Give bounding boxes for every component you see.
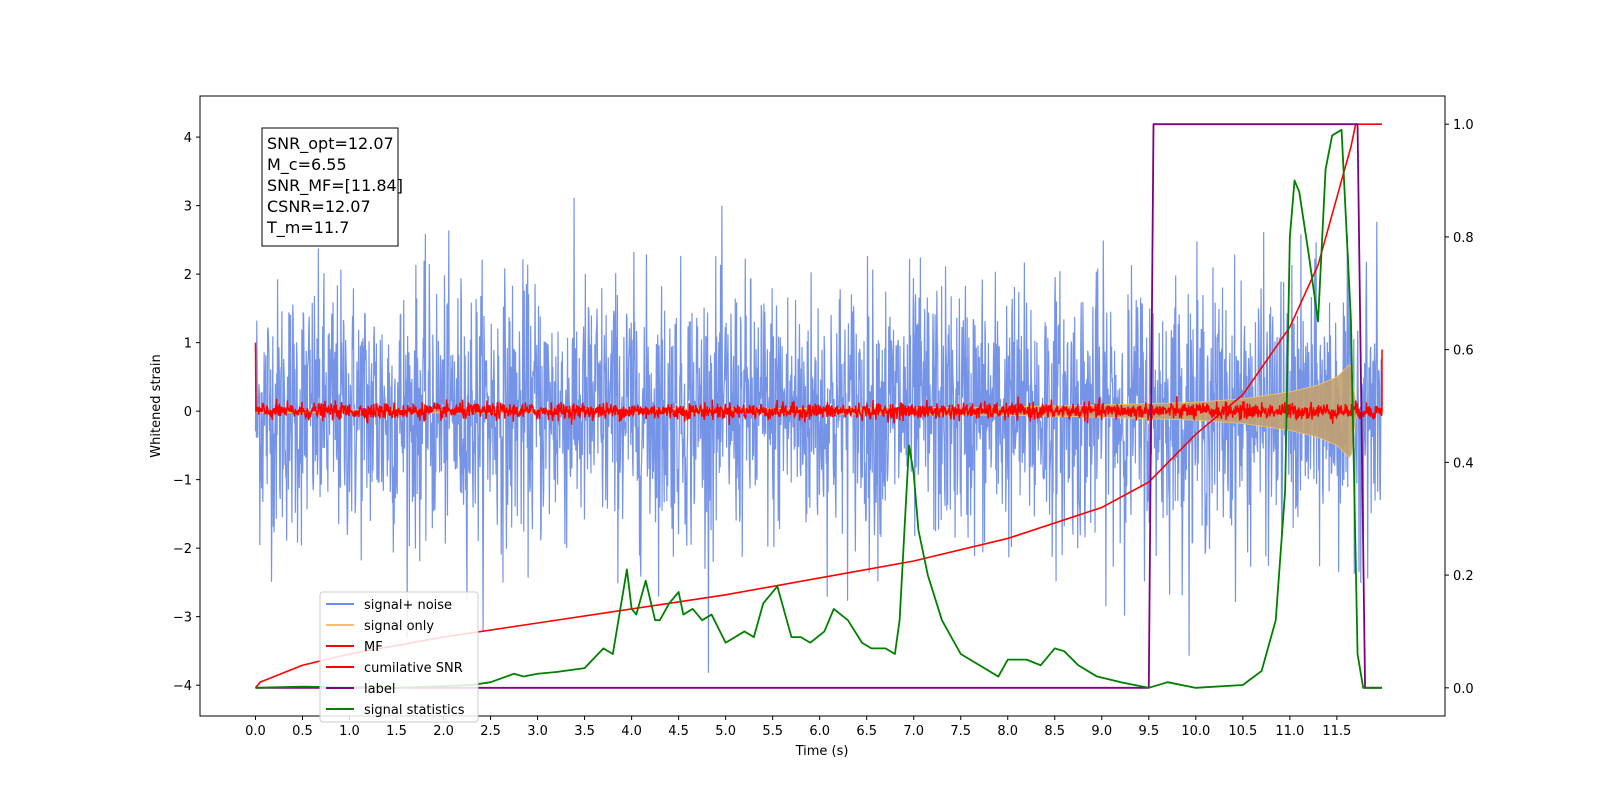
x-tick-label: 2.0 xyxy=(433,724,454,739)
y2-tick-label: 1.0 xyxy=(1453,118,1474,133)
y2-tick-label: 0.4 xyxy=(1453,456,1474,471)
x-axis-label: Time (s) xyxy=(795,744,849,759)
y-tick-label: 4 xyxy=(184,131,192,146)
y-axis-label: Whitened strain xyxy=(149,354,164,457)
y-tick-label: 3 xyxy=(184,200,192,215)
legend-label-mf: MF xyxy=(364,640,383,655)
y2-tick-label: 0.6 xyxy=(1453,344,1474,359)
info-csnr: CSNR=12.07 xyxy=(267,197,371,216)
legend-label-signal-noise: signal+ noise xyxy=(364,598,452,613)
y2-tick-label: 0.2 xyxy=(1453,569,1474,584)
y2-tick-label: 0.0 xyxy=(1453,682,1474,697)
x-tick-label: 3.0 xyxy=(527,724,548,739)
x-tick-label: 1.5 xyxy=(386,724,407,739)
info-box: SNR_opt=12.07 M_c=6.55 SNR_MF=[11.84] CS… xyxy=(261,127,403,247)
series-signal-statistics xyxy=(255,128,1382,689)
x-tick-label: 3.5 xyxy=(574,724,595,739)
info-snr-opt: SNR_opt=12.07 xyxy=(267,134,394,154)
y-tick-label: −1 xyxy=(173,474,192,489)
x-tick-label: 11.5 xyxy=(1322,724,1351,739)
legend: signal+ noise signal only MF cumilative … xyxy=(319,591,479,723)
x-tick-label: 4.0 xyxy=(621,724,642,739)
x-tick-label: 7.0 xyxy=(903,724,924,739)
info-mc: M_c=6.55 xyxy=(267,155,347,175)
y-tick-label: −2 xyxy=(173,542,192,557)
plot-frame xyxy=(199,95,1446,717)
legend-label-cumulative-snr: cumilative SNR xyxy=(364,661,463,676)
y-tick-label: 0 xyxy=(184,405,192,420)
info-snr-mf: SNR_MF=[11.84] xyxy=(267,176,403,196)
x-tick-label: 6.0 xyxy=(809,724,830,739)
y-tick-label: −4 xyxy=(173,679,192,694)
x-tick-label: 0.5 xyxy=(292,724,313,739)
x-tick-label: 10.0 xyxy=(1181,724,1210,739)
x-tick-label: 9.5 xyxy=(1138,724,1159,739)
x-tick-label: 6.5 xyxy=(856,724,877,739)
x-tick-label: 8.5 xyxy=(1044,724,1065,739)
legend-label-label: label xyxy=(364,682,395,697)
y-tick-label: 2 xyxy=(184,268,192,283)
x-tick-label: 9.0 xyxy=(1091,724,1112,739)
info-tm: T_m=11.7 xyxy=(266,218,349,238)
x-tick-label: 4.5 xyxy=(668,724,689,739)
x-tick-label: 5.5 xyxy=(762,724,783,739)
y-tick-label: 1 xyxy=(184,337,192,352)
x-tick-label: 5.0 xyxy=(715,724,736,739)
series-mf xyxy=(254,342,1383,426)
x-tick-label: 11.0 xyxy=(1275,724,1304,739)
x-tick-label: 7.5 xyxy=(950,724,971,739)
x-tick-label: 10.5 xyxy=(1228,724,1257,739)
x-tick-label: 0.0 xyxy=(245,724,266,739)
legend-label-signal-statistics: signal statistics xyxy=(364,703,465,718)
x-tick-label: 2.5 xyxy=(480,724,501,739)
x-tick-label: 8.0 xyxy=(997,724,1018,739)
legend-label-signal-only: signal only xyxy=(364,619,434,634)
y2-tick-label: 0.8 xyxy=(1453,231,1474,246)
series-signal-noise xyxy=(254,197,1383,673)
x-tick-label: 1.0 xyxy=(339,724,360,739)
y-tick-label: −3 xyxy=(173,611,192,626)
